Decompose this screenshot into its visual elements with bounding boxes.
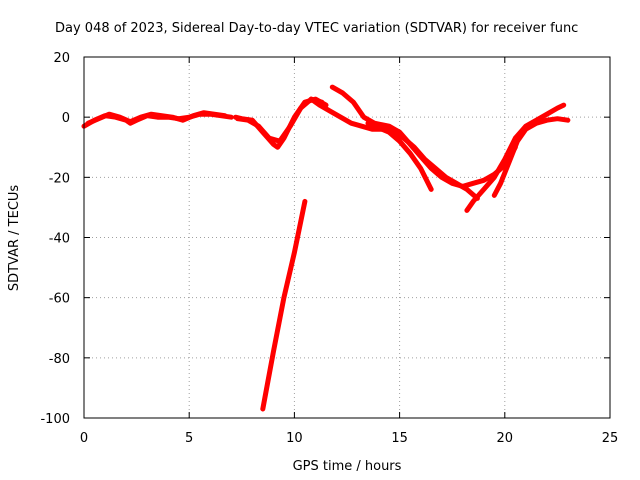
y-tick-label: -80 [49, 352, 70, 367]
series-arc-2 [85, 110, 228, 126]
y-tick-label: 0 [62, 111, 70, 126]
chart-title: Day 048 of 2023, Sidereal Day-to-day VTE… [55, 21, 578, 36]
x-tick-label: 20 [497, 431, 514, 446]
series-arc-4 [235, 96, 325, 144]
y-tick-label: -60 [49, 292, 70, 307]
axis-ticks: 0 5 10 15 20 25 20 0 -20 -40 -60 -80 -100 [40, 51, 618, 446]
series-arc-9 [464, 102, 567, 213]
data-series-layer [81, 84, 571, 412]
series-arc-10 [491, 116, 571, 198]
grid-lines [84, 57, 610, 418]
y-axis-label: SDTVAR / TECUs [7, 185, 22, 292]
x-tick-label: 10 [286, 431, 303, 446]
x-axis-label: GPS time / hours [293, 459, 402, 474]
plot-frame [83, 56, 611, 419]
series-arc-7 [329, 84, 518, 189]
x-tick-label: 15 [391, 431, 408, 446]
series-arc-5 [260, 198, 308, 412]
y-tick-label: -40 [49, 232, 70, 247]
y-tick-label: 20 [53, 51, 70, 66]
series-arc-8 [365, 120, 434, 192]
x-tick-label: 0 [80, 431, 88, 446]
x-tick-label: 25 [602, 431, 619, 446]
y-tick-label: -100 [40, 412, 70, 427]
x-tick-label: 5 [185, 431, 193, 446]
y-tick-label: -20 [49, 171, 70, 186]
